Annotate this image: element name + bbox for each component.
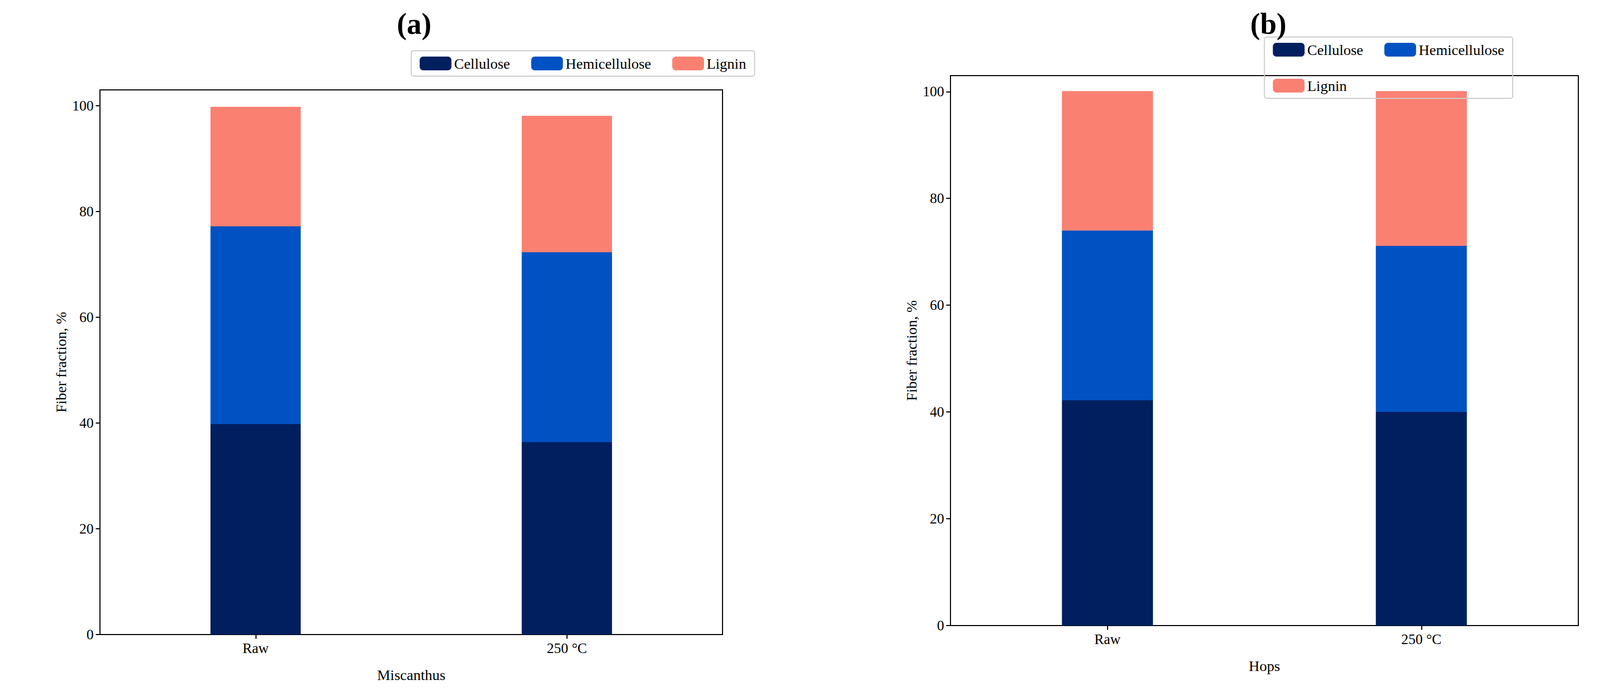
svg-text:Hemicellulose: Hemicellulose	[565, 55, 652, 72]
svg-text:Miscanthus: Miscanthus	[377, 666, 446, 684]
svg-text:250 °C: 250 °C	[1401, 631, 1442, 648]
svg-text:80: 80	[929, 190, 945, 207]
svg-text:Cellulose: Cellulose	[454, 55, 511, 72]
svg-text:0: 0	[86, 626, 95, 643]
svg-text:Fiber fraction, %: Fiber fraction, %	[52, 312, 70, 414]
svg-text:40: 40	[79, 415, 94, 432]
svg-text:Lignin: Lignin	[706, 55, 747, 72]
svg-text:Cellulose: Cellulose	[1307, 41, 1364, 59]
svg-text:Fiber fraction, %: Fiber fraction, %	[903, 300, 920, 402]
svg-text:60: 60	[79, 309, 94, 326]
svg-text:20: 20	[929, 510, 945, 527]
svg-text:Hops: Hops	[1248, 657, 1280, 675]
svg-text:250 °C: 250 °C	[546, 640, 588, 657]
svg-text:100: 100	[72, 97, 95, 114]
svg-text:20: 20	[79, 520, 94, 537]
svg-text:Raw: Raw	[1094, 631, 1121, 648]
svg-text:60: 60	[929, 297, 945, 314]
svg-text:100: 100	[922, 83, 945, 100]
svg-text:40: 40	[929, 404, 945, 420]
svg-text:Raw: Raw	[242, 640, 270, 657]
svg-text:Lignin: Lignin	[1307, 77, 1348, 95]
svg-text:0: 0	[937, 617, 945, 634]
svg-text:80: 80	[79, 203, 94, 220]
svg-text:(b): (b)	[1250, 7, 1287, 41]
svg-text:(a): (a)	[396, 7, 432, 41]
svg-text:Hemicellulose: Hemicellulose	[1418, 41, 1505, 59]
